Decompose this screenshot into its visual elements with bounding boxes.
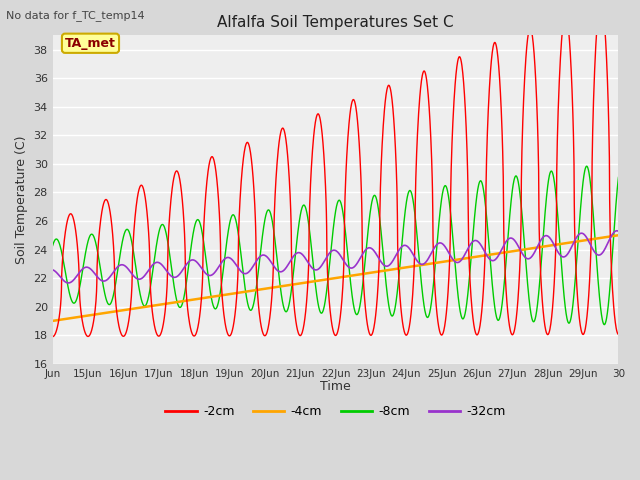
Title: Alfalfa Soil Temperatures Set C: Alfalfa Soil Temperatures Set C bbox=[217, 15, 454, 30]
Legend: -2cm, -4cm, -8cm, -32cm: -2cm, -4cm, -8cm, -32cm bbox=[161, 400, 511, 423]
X-axis label: Time: Time bbox=[320, 380, 351, 393]
Text: TA_met: TA_met bbox=[65, 37, 116, 50]
Text: No data for f_TC_temp14: No data for f_TC_temp14 bbox=[6, 10, 145, 21]
Y-axis label: Soil Temperature (C): Soil Temperature (C) bbox=[15, 135, 28, 264]
